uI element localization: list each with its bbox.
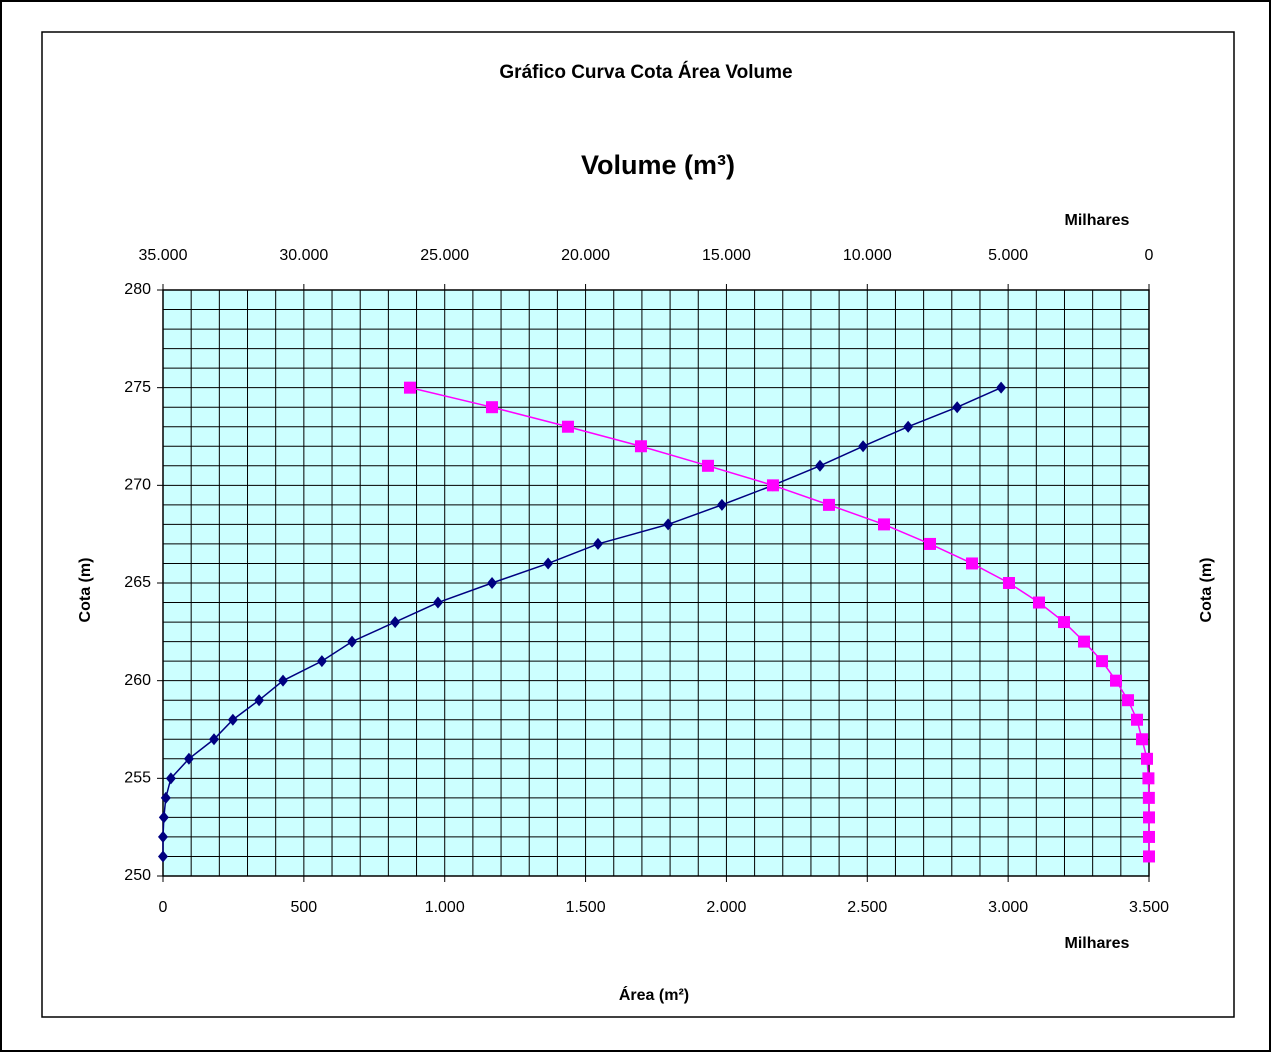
- data-point: [1143, 830, 1155, 843]
- data-point: [183, 752, 194, 765]
- data-point: [390, 616, 401, 629]
- data-point: [1096, 655, 1109, 668]
- y-tick-label: 280: [124, 281, 151, 298]
- data-point: [485, 401, 498, 414]
- x2-tick-label: 25.000: [420, 247, 469, 264]
- x-tick-label: 3.000: [988, 899, 1028, 916]
- data-point: [316, 655, 327, 668]
- data-point: [403, 381, 416, 394]
- x2-tick-label: 15.000: [702, 247, 751, 264]
- data-point: [160, 791, 171, 804]
- y-tick-label: 275: [124, 379, 151, 396]
- data-point: [716, 498, 727, 511]
- x-tick-label: 2.000: [706, 899, 746, 916]
- x-tick-label: 500: [291, 899, 318, 916]
- data-point: [996, 381, 1007, 394]
- y2-axis-title: Cota (m): [1198, 558, 1215, 623]
- x2-tick-label: 5.000: [988, 247, 1028, 264]
- data-point: [701, 459, 714, 472]
- data-point: [592, 537, 603, 550]
- y-tick-label: 255: [124, 770, 151, 787]
- data-point: [1078, 635, 1091, 648]
- data-point: [227, 713, 238, 726]
- data-point: [158, 830, 168, 843]
- chart-title: Gráfico Curva Cota Área Volume: [499, 61, 792, 83]
- x2-tick-label: 20.000: [561, 247, 610, 264]
- data-point: [1143, 850, 1155, 863]
- x-tick-label: 0: [159, 899, 168, 916]
- x2-tick-label: 30.000: [279, 247, 328, 264]
- data-point: [1058, 616, 1071, 629]
- data-point: [814, 459, 825, 472]
- x2-units: Milhares: [1065, 212, 1130, 229]
- data-point: [1110, 674, 1123, 687]
- data-point: [1122, 694, 1135, 707]
- y-tick-label: 260: [124, 672, 151, 689]
- data-point: [278, 674, 289, 687]
- chart-area: [41, 31, 1235, 1018]
- x-tick-label: 1.500: [566, 899, 606, 916]
- data-point: [1136, 733, 1149, 746]
- x-units: Milhares: [1065, 935, 1130, 952]
- y-tick-label: 250: [124, 867, 151, 884]
- plot: 250 255 260 265 270 275 280 0 500 1.000 1.500 2.000…: [124, 247, 1169, 916]
- data-point: [1142, 791, 1155, 804]
- data-point: [903, 420, 914, 433]
- data-point: [1140, 752, 1153, 765]
- x-tick-label: 3.500: [1129, 899, 1169, 916]
- data-point: [158, 811, 169, 824]
- data-point: [487, 577, 498, 589]
- data-point: [347, 635, 358, 648]
- data-point: [923, 537, 936, 550]
- y-tick-label: 265: [124, 574, 151, 591]
- data-point: [1002, 577, 1015, 589]
- data-point: [822, 498, 835, 511]
- x2-tick-label: 35.000: [139, 247, 188, 264]
- x2-tick-label: 10.000: [843, 247, 892, 264]
- data-point: [1130, 713, 1143, 726]
- data-point: [1143, 811, 1155, 824]
- data-point: [877, 518, 890, 531]
- y-axis-title: Cota (m): [77, 558, 94, 623]
- data-point: [254, 694, 265, 707]
- data-point: [965, 557, 978, 570]
- x-tick-label: 1.000: [425, 899, 465, 916]
- x-tick-label: 2.500: [847, 899, 887, 916]
- data-point: [1142, 772, 1155, 785]
- data-point: [561, 420, 574, 433]
- data-point: [634, 440, 647, 453]
- x-axis-title: Área (m²): [619, 985, 689, 1004]
- data-point: [158, 850, 168, 863]
- data-point: [858, 440, 869, 453]
- data-point: [766, 479, 779, 492]
- x2-tick-label: 0: [1145, 247, 1154, 264]
- data-point: [432, 596, 443, 609]
- data-point: [952, 401, 963, 414]
- y-tick-label: 270: [124, 477, 151, 494]
- data-point: [663, 518, 674, 531]
- data-point: [543, 557, 554, 570]
- data-point: [165, 772, 176, 785]
- x2-axis-title: Volume (m³): [581, 150, 735, 180]
- data-point: [1032, 596, 1045, 609]
- data-point: [208, 733, 219, 746]
